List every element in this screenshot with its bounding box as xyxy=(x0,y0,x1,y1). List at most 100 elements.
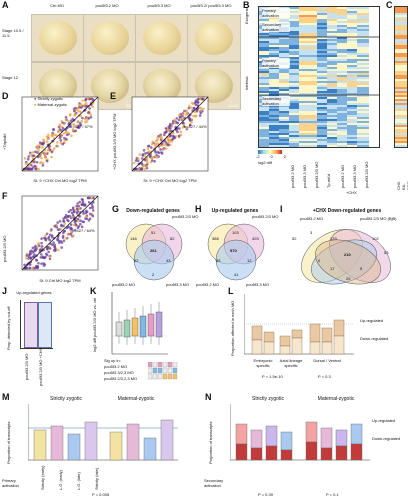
scatter-point xyxy=(74,129,78,133)
heat-cell xyxy=(299,87,317,89)
scatter-point xyxy=(145,165,148,168)
j-bars xyxy=(20,300,53,349)
heat-cell xyxy=(299,45,317,47)
scatter-point xyxy=(190,121,193,124)
heat-cell xyxy=(317,105,327,107)
heat-cell xyxy=(395,121,407,123)
heat-cell xyxy=(259,131,269,133)
heat-cell xyxy=(299,55,317,57)
m-cat: L.G. (early) xyxy=(58,469,63,490)
scatter-point xyxy=(173,118,176,122)
heat-cell xyxy=(269,43,279,45)
heat-cell xyxy=(337,41,347,43)
heat-cell xyxy=(357,67,369,69)
heat-cell xyxy=(299,145,317,147)
n-legend-down: Down-regulated xyxy=(372,436,401,441)
heat-cell xyxy=(327,113,337,115)
l-ylabel: Proportion affected in each MO xyxy=(230,300,235,356)
heat-cell xyxy=(337,39,347,41)
bar-up xyxy=(335,429,348,447)
heat-cell xyxy=(289,121,299,123)
heat-cell xyxy=(357,27,369,29)
heat-cell xyxy=(395,23,407,25)
diagonal-line xyxy=(131,96,209,172)
cond-label: pou5f3.2 MO xyxy=(340,164,345,188)
heat-cell xyxy=(337,123,347,125)
heat-cell xyxy=(279,71,289,73)
scatter-point xyxy=(167,127,171,130)
scatter-point xyxy=(27,255,31,258)
heat-cell xyxy=(269,31,279,33)
scatter-point xyxy=(154,145,158,149)
scatter-point xyxy=(63,215,67,219)
l-pval: P = 1.5e-10 xyxy=(262,374,283,379)
scatter-point xyxy=(189,106,193,109)
heat-cell xyxy=(395,7,407,9)
heat-cell xyxy=(327,111,337,113)
scatter-point xyxy=(168,135,172,138)
scatter-point xyxy=(149,153,152,157)
n-pval: P = 0.1 xyxy=(326,492,339,497)
heat-cell xyxy=(299,85,317,87)
scatter-point xyxy=(149,146,153,149)
heat-cell xyxy=(327,61,337,63)
heat-cell xyxy=(289,69,299,71)
scatter-point xyxy=(77,109,80,113)
heat-cell xyxy=(327,141,337,143)
heat-cell xyxy=(317,117,327,119)
scatter-point xyxy=(163,143,166,146)
heat-cell xyxy=(299,113,317,115)
heat-cell xyxy=(317,89,327,91)
heatmap-b xyxy=(258,6,380,148)
venn-i-val: 25 xyxy=(346,276,351,281)
heat-cell xyxy=(327,119,337,121)
heat-cell xyxy=(279,43,289,45)
heat-cell xyxy=(327,115,337,117)
heat-cell xyxy=(299,137,317,139)
scatter-point xyxy=(80,225,84,229)
cond-label-c: CHX EA-EBPI xyxy=(396,181,408,190)
heat-cell xyxy=(327,127,337,129)
heat-cell xyxy=(289,25,299,27)
heat-cell xyxy=(357,145,369,147)
heat-cell xyxy=(269,125,279,127)
heat-cell xyxy=(337,115,347,117)
heat-cell xyxy=(289,135,299,137)
venn-g-set: pou5f3.2/3 MO xyxy=(172,214,199,219)
scatter-point xyxy=(146,151,149,155)
heat-cell xyxy=(259,117,269,119)
heat-cell xyxy=(317,43,327,45)
scatter-point xyxy=(153,149,157,153)
m-title: Strictly zygotic xyxy=(50,396,82,402)
heat-cell xyxy=(327,77,337,79)
bar-down xyxy=(320,447,333,461)
panel-a-col-3: pou5f3.2/ pou5f3.3 MO xyxy=(190,3,232,8)
scatter-point xyxy=(198,106,202,110)
heat-cell xyxy=(327,81,337,83)
heat-cell xyxy=(327,15,337,17)
heat-cell xyxy=(279,87,289,89)
heat-cell xyxy=(317,27,327,29)
heat-cell xyxy=(317,73,327,75)
heat-cell xyxy=(347,7,357,9)
heat-cell xyxy=(269,123,279,125)
heat-cell xyxy=(347,45,357,47)
heat-cell xyxy=(289,119,299,121)
heat-cell xyxy=(357,57,369,59)
scatter-point xyxy=(43,236,46,240)
heat-cell xyxy=(347,31,357,33)
venn-h-val: 85 xyxy=(216,258,221,263)
heat-cell xyxy=(337,109,347,111)
scatter-point xyxy=(185,126,189,130)
venn-g-val: 51 xyxy=(151,230,156,235)
scatter-point xyxy=(58,124,62,128)
scatter-point xyxy=(38,244,41,248)
scatter-point xyxy=(69,232,72,236)
heat-cell xyxy=(317,91,327,93)
cond-label: pou5f3.2/3 MO xyxy=(364,161,369,188)
heat-cell xyxy=(289,27,299,29)
heat-cell xyxy=(347,127,357,129)
scatter-point xyxy=(69,226,73,230)
scatter-point xyxy=(87,200,91,204)
scatter-point xyxy=(45,140,49,143)
